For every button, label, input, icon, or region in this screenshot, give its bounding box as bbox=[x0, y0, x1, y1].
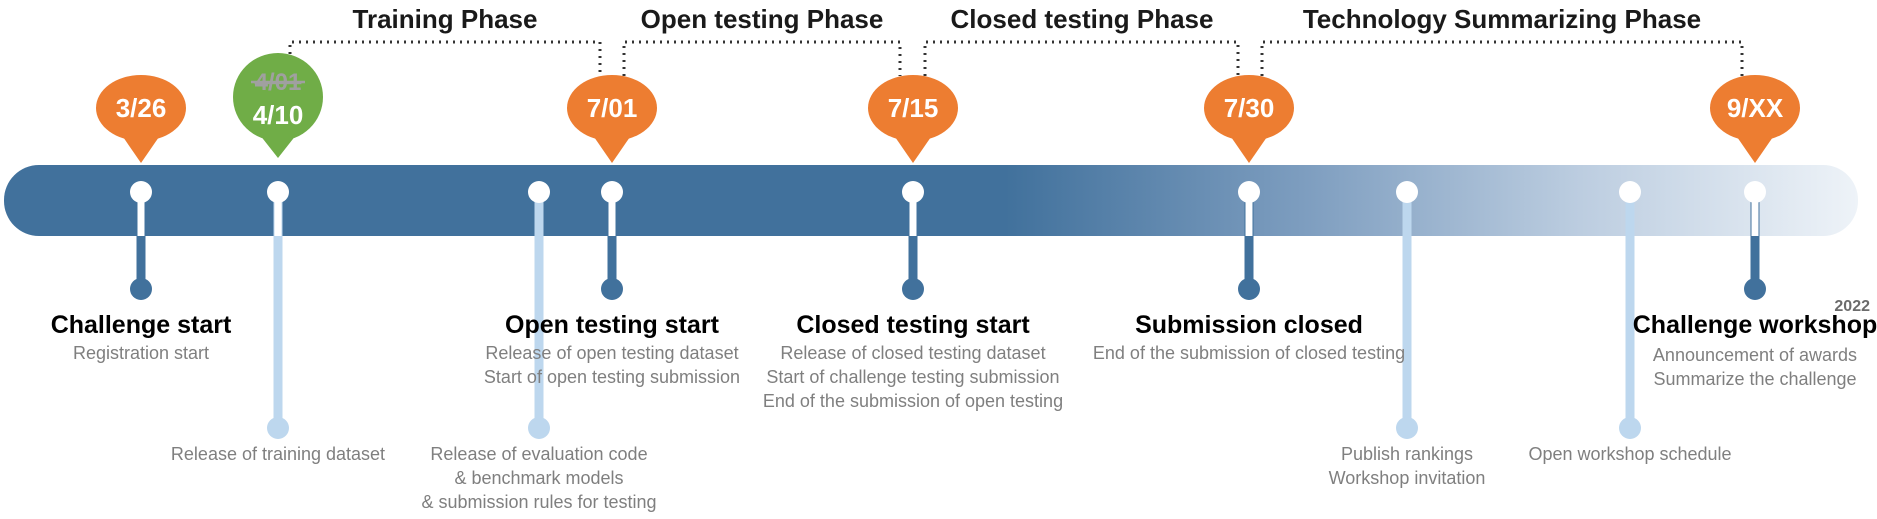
event-desc: Release of training dataset bbox=[171, 444, 385, 464]
bar-dot bbox=[1744, 181, 1766, 203]
event-desc: & submission rules for testing bbox=[421, 492, 656, 512]
event-submission-closed: Submission closed End of the submission … bbox=[1093, 311, 1405, 363]
event-desc: & benchmark models bbox=[454, 468, 623, 488]
pin-bubble bbox=[567, 75, 657, 141]
pin-bubble bbox=[233, 53, 323, 141]
bar-dots bbox=[130, 181, 1766, 203]
end-dot-minor bbox=[528, 417, 550, 439]
event-title: Closed testing start bbox=[796, 311, 1030, 339]
bar-dot bbox=[1619, 181, 1641, 203]
pin-date: 7/15 bbox=[888, 93, 939, 123]
pin-bubble bbox=[868, 75, 958, 141]
event-title: Submission closed bbox=[1135, 311, 1363, 339]
event-open-testing-start: Open testing start Release of open testi… bbox=[484, 311, 740, 387]
pin-date: 3/26 bbox=[116, 93, 167, 123]
phase-label-open-testing: Open testing Phase bbox=[641, 4, 884, 34]
bar-dot bbox=[528, 181, 550, 203]
event-desc: Announcement of awards bbox=[1653, 345, 1857, 365]
phase-bracket-closed-testing bbox=[923, 40, 1240, 76]
event-title: Open testing start bbox=[505, 311, 720, 339]
bar-dot bbox=[1238, 181, 1260, 203]
pin-tip bbox=[1229, 134, 1269, 163]
end-dot-major bbox=[130, 278, 152, 300]
pin-bubble bbox=[1710, 75, 1800, 141]
event-desc: End of the submission of open testing bbox=[763, 391, 1063, 411]
event-desc: Release of evaluation code bbox=[430, 444, 647, 464]
event-desc: Workshop invitation bbox=[1329, 468, 1486, 488]
event-challenge-workshop: 2022 Challenge workshop Announcement of … bbox=[1633, 298, 1877, 389]
event-desc: Start of challenge testing submission bbox=[766, 367, 1059, 387]
bar-dot bbox=[902, 181, 924, 203]
date-pin-3-26: 3/26 bbox=[96, 75, 186, 163]
bar-dot bbox=[1396, 181, 1418, 203]
pin-date: 9/XX bbox=[1727, 93, 1784, 123]
end-dots bbox=[130, 278, 1766, 439]
event-desc: Start of open testing submission bbox=[484, 367, 740, 387]
event-desc: Release of closed testing dataset bbox=[780, 343, 1045, 363]
pin-tip bbox=[1735, 134, 1775, 163]
event-release-evaluation-code: Release of evaluation code & benchmark m… bbox=[421, 444, 656, 512]
end-dot-minor bbox=[1396, 417, 1418, 439]
phase-label-training: Training Phase bbox=[353, 4, 538, 34]
event-title: Challenge start bbox=[51, 311, 232, 339]
end-dot-minor bbox=[267, 417, 289, 439]
event-desc: Publish rankings bbox=[1341, 444, 1473, 464]
pin-date: 7/01 bbox=[587, 93, 638, 123]
event-publish-rankings: Publish rankings Workshop invitation bbox=[1329, 444, 1486, 488]
phase-bracket-training bbox=[288, 40, 602, 76]
phase-bracket-technology bbox=[1260, 40, 1744, 76]
pin-tip bbox=[256, 130, 300, 158]
end-dot-major bbox=[902, 278, 924, 300]
date-pin-7-30: 7/30 bbox=[1204, 75, 1294, 163]
event-release-training-dataset: Release of training dataset bbox=[171, 444, 385, 464]
stems bbox=[136, 192, 1760, 428]
bar-dot bbox=[267, 181, 289, 203]
date-pin-7-15: 7/15 bbox=[868, 75, 958, 163]
date-pin-9-xx: 9/XX bbox=[1710, 75, 1800, 163]
event-desc: End of the submission of closed testing bbox=[1093, 343, 1405, 363]
event-year: 2022 bbox=[1834, 298, 1870, 315]
event-desc: Open workshop schedule bbox=[1528, 444, 1731, 464]
pin-tip bbox=[592, 134, 632, 163]
bar-dot bbox=[130, 181, 152, 203]
pin-bubble bbox=[96, 75, 186, 141]
event-title: Challenge workshop bbox=[1633, 311, 1877, 339]
phase-bracket-open-testing bbox=[622, 40, 902, 76]
pin-date: 7/30 bbox=[1224, 93, 1275, 123]
phase-brackets bbox=[288, 40, 1744, 76]
timeline-bar bbox=[4, 165, 1858, 236]
event-desc: Registration start bbox=[73, 343, 209, 363]
event-desc: Summarize the challenge bbox=[1653, 369, 1856, 389]
end-dot-major bbox=[1238, 278, 1260, 300]
pin-tip bbox=[893, 134, 933, 163]
date-pin-4-10: 4/01 4/10 bbox=[233, 53, 323, 158]
end-dot-major bbox=[1744, 278, 1766, 300]
pin-date: 4/10 bbox=[253, 100, 304, 130]
event-challenge-start: Challenge start Registration start bbox=[51, 311, 232, 363]
event-open-workshop-schedule: Open workshop schedule bbox=[1528, 444, 1731, 464]
pin-tip bbox=[121, 134, 161, 163]
date-pin-7-01: 7/01 bbox=[567, 75, 657, 163]
end-dot-major bbox=[601, 278, 623, 300]
phase-label-closed-testing: Closed testing Phase bbox=[951, 4, 1214, 34]
event-closed-testing-start: Closed testing start Release of closed t… bbox=[763, 311, 1063, 411]
phase-label-technology: Technology Summarizing Phase bbox=[1303, 4, 1701, 34]
pin-bubble bbox=[1204, 75, 1294, 141]
bar-dot bbox=[601, 181, 623, 203]
event-desc: Release of open testing dataset bbox=[485, 343, 738, 363]
end-dot-minor bbox=[1619, 417, 1641, 439]
